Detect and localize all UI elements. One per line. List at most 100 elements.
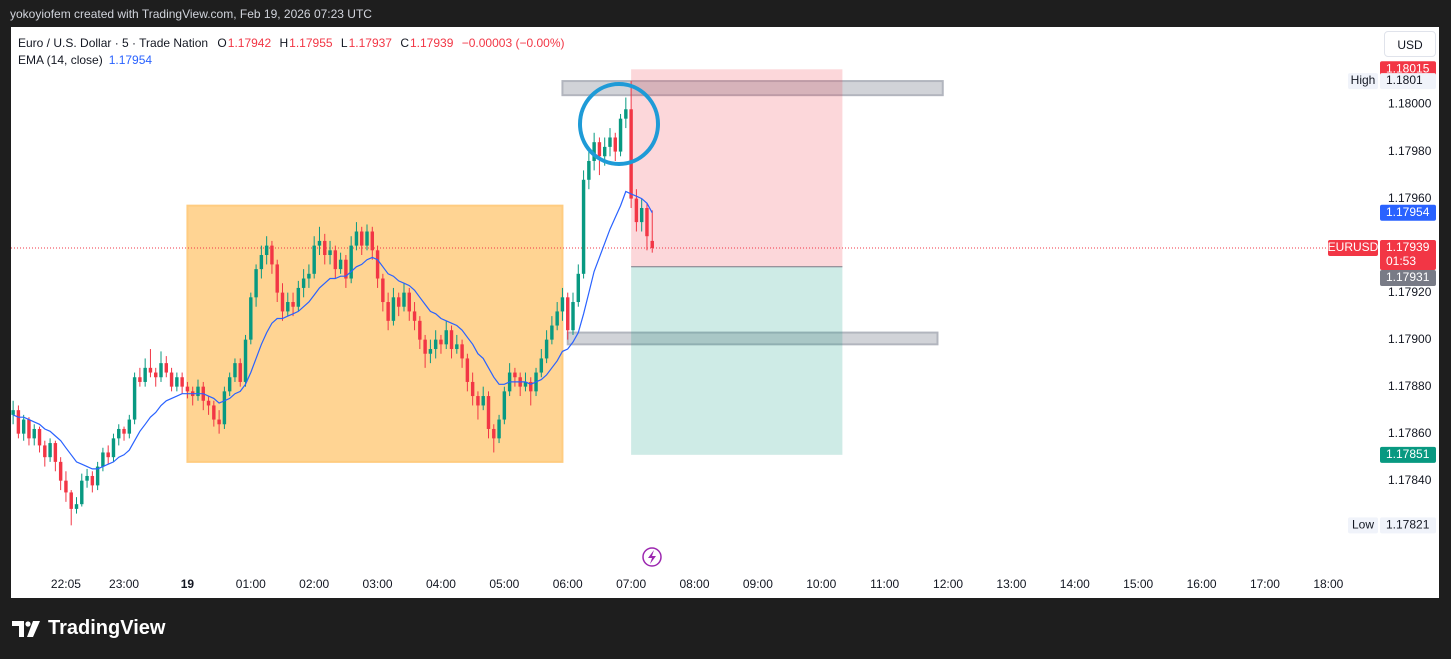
candle-body (539, 358, 544, 373)
price-tag: EURUSD (1328, 240, 1379, 254)
price-label-box (1380, 269, 1436, 286)
candle-body (423, 339, 427, 354)
candle-body (307, 273, 311, 279)
candle-body (571, 302, 575, 331)
candle-body (180, 377, 184, 387)
candle-body (227, 377, 232, 392)
candle-body (21, 419, 26, 434)
candle-body (74, 504, 79, 509)
target-zone (631, 266, 843, 455)
x-tick-label: 11:00 (870, 577, 899, 591)
candle-body (497, 419, 501, 439)
candle-body (412, 311, 417, 321)
highlight-circle (578, 82, 660, 166)
candle-body (328, 250, 332, 256)
axes: 22:05 23:00 19 01:00 02:00 03:00 04:00 05:00 06:… (51, 61, 1436, 591)
x-tick-label: 14:00 (1060, 577, 1090, 591)
candle-body (148, 367, 153, 373)
price-label: 1.17939 (1386, 240, 1430, 254)
candle-body (486, 396, 491, 429)
x-tick-label: 15:00 (1123, 577, 1153, 591)
candle-body (217, 419, 221, 425)
x-tick-label: 13:00 (996, 577, 1026, 591)
price-tag-box (1328, 239, 1378, 256)
price-tag-box (1348, 73, 1378, 90)
candle-body (32, 428, 36, 439)
legend-key: C (400, 36, 409, 50)
candle-body (143, 367, 147, 382)
candle-body (624, 109, 628, 119)
candle-body (354, 231, 359, 246)
candle-body (11, 410, 15, 415)
x-tick-label: 22:05 (51, 577, 81, 591)
candle-body (455, 344, 459, 350)
candle-body (196, 386, 200, 397)
legend-row: EMA (14, close) 1.17954 (18, 52, 569, 69)
candle-body (576, 273, 581, 303)
candle-body (249, 297, 253, 340)
candle-body (206, 400, 211, 406)
candle-body (254, 269, 258, 298)
indicator-value: 1.17954 (108, 53, 153, 67)
candle-body (529, 381, 533, 392)
candle-body (159, 363, 163, 378)
candle-body (111, 438, 116, 458)
countdown: 01:53 (1386, 254, 1416, 268)
candle-body (344, 259, 348, 279)
price-tag-box (1348, 517, 1378, 534)
candle-body (465, 358, 470, 382)
legend-change: −0.00003 (−0.00%) (461, 36, 565, 50)
zone (186, 204, 564, 463)
price-tag: High (1351, 73, 1376, 87)
candle-body (523, 381, 528, 387)
legend-row: Euro / U.S. Dollar · 5 · Trade Nation O1… (18, 35, 569, 52)
candle-body (629, 109, 633, 199)
brand-name: TradingView (48, 617, 166, 639)
alert-icon[interactable] (642, 547, 662, 567)
candle-body (85, 475, 89, 481)
y-tick-label: 1.17980 (1388, 144, 1432, 158)
candle-body (407, 292, 411, 312)
x-tick-label: 04:00 (426, 577, 456, 591)
candle-body (587, 160, 591, 180)
legend-value: 1.17939 (410, 36, 454, 50)
ema-line (12, 190, 653, 470)
y-tick-label: 1.17960 (1388, 191, 1432, 205)
price-label-box (1380, 204, 1436, 221)
legend-value: 1.17937 (348, 36, 392, 50)
series (11, 81, 1378, 526)
candle-body (291, 302, 295, 307)
legend: Euro / U.S. Dollar · 5 · Trade Nation O1… (18, 35, 569, 69)
currency-button[interactable]: USD (1384, 31, 1436, 57)
price-label: 1.17954 (1386, 205, 1430, 219)
x-tick-label: 01:00 (236, 577, 266, 591)
indicator-name: EMA (14, close) (18, 53, 103, 67)
symbol-title: Euro / U.S. Dollar · 5 · Trade Nation (18, 36, 209, 50)
legend-value: 1.17955 (289, 36, 333, 50)
x-tick-label: 18:00 (1313, 577, 1343, 591)
candle-body (560, 297, 565, 312)
candle-body (185, 386, 190, 392)
candle-body (402, 292, 406, 307)
candle-body (639, 208, 644, 223)
candle-body (164, 363, 169, 373)
candle-body (360, 231, 364, 246)
candle-body (43, 445, 47, 458)
candle-body (418, 320, 422, 340)
candle-body (154, 372, 158, 378)
candle-body (492, 428, 496, 439)
candle-body (69, 492, 73, 509)
x-tick-label: 03:00 (363, 577, 393, 591)
y-tick-label: 1.17920 (1388, 285, 1432, 299)
candle-body (175, 377, 179, 387)
candle-body (58, 461, 63, 481)
price-label-box (1380, 73, 1436, 90)
candle-body (280, 292, 285, 312)
candle-body (212, 405, 216, 420)
x-tick-label: 07:00 (616, 577, 646, 591)
candle-body (243, 339, 248, 382)
candle-body (127, 419, 132, 434)
x-tick-label: 05:00 (489, 577, 519, 591)
x-tick-label: 12:00 (933, 577, 963, 591)
candle-body (433, 339, 438, 350)
